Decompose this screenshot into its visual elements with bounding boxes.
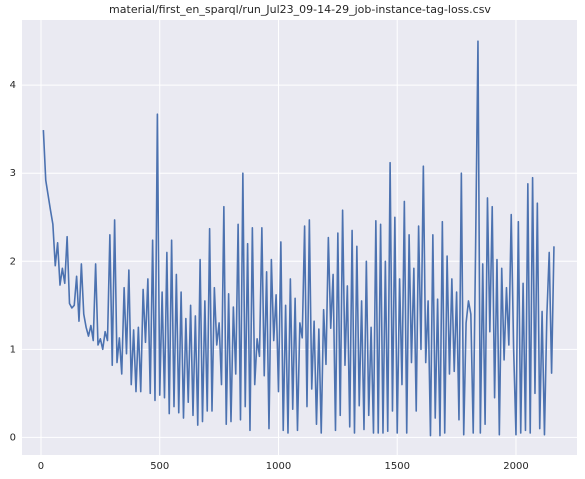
x-tick-label: 2000 [503,461,528,472]
x-tick-label: 1000 [266,461,291,472]
y-tick-label: 4 [10,80,16,91]
y-tick-label: 1 [10,344,16,355]
chart-title: material/first_en_sparql/run_Jul23_09-14… [109,3,491,16]
x-tick-label: 1500 [384,461,409,472]
line-series [42,40,555,437]
x-tick-label: 0 [38,461,44,472]
y-tick-label: 2 [10,256,16,267]
x-tick-label: 500 [150,461,169,472]
y-tick-label: 0 [10,432,16,443]
y-tick-label: 3 [10,168,16,179]
